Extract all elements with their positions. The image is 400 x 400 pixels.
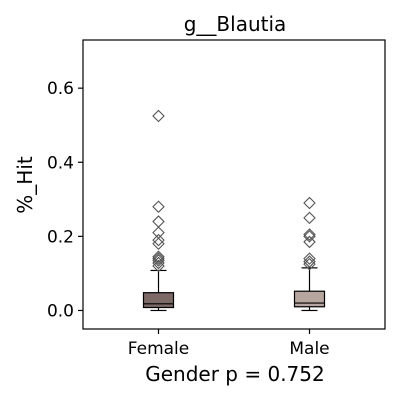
outlier-point bbox=[303, 252, 316, 265]
outlier-point bbox=[303, 230, 316, 243]
y-tick-label: 0.0 bbox=[47, 301, 74, 321]
outlier-point bbox=[152, 215, 165, 228]
outlier-point bbox=[303, 211, 316, 225]
y-tick-label: 0.4 bbox=[47, 153, 74, 173]
outlier-point bbox=[303, 196, 316, 210]
x-axis-label: Gender p = 0.752 bbox=[145, 362, 324, 386]
outlier-point bbox=[152, 200, 165, 214]
outlier-point bbox=[303, 235, 316, 249]
y-axis-label: %_Hit bbox=[13, 156, 37, 214]
outlier-point bbox=[152, 109, 165, 123]
x-tick-label: Male bbox=[289, 339, 329, 359]
outlier-point bbox=[303, 228, 316, 241]
outlier-point bbox=[152, 252, 165, 265]
plot-area: 0.0 0.2 0.4 0.6 Female Male bbox=[47, 39, 386, 359]
box-female bbox=[142, 292, 175, 309]
x-tick-label: Female bbox=[128, 339, 189, 359]
box-male bbox=[293, 290, 326, 308]
y-tick-label: 0.6 bbox=[47, 79, 74, 99]
outlier-point bbox=[152, 237, 165, 251]
outlier-point bbox=[152, 250, 165, 264]
y-tick-label: 0.2 bbox=[47, 227, 74, 247]
outlier-point bbox=[152, 226, 165, 239]
plot-frame bbox=[82, 39, 386, 330]
outlier-point bbox=[152, 233, 165, 247]
outlier-point bbox=[152, 256, 165, 270]
outlier-point bbox=[303, 257, 316, 271]
chart-title: g__Blautia bbox=[184, 12, 287, 36]
